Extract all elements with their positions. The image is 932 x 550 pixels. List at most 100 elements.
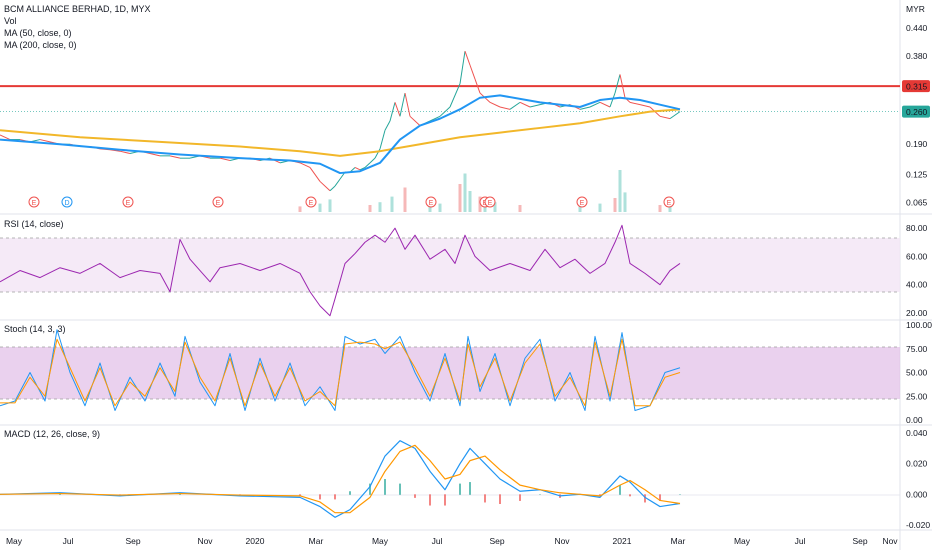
price-segment	[669, 111, 681, 120]
macd-histogram-bar	[629, 494, 631, 497]
event-marker-label: E	[309, 200, 314, 207]
macd-line	[0, 444, 681, 514]
resistance-price-tag	[902, 80, 930, 93]
macd-histogram-bar	[539, 494, 541, 495]
price-segment	[449, 83, 461, 108]
price-segment	[499, 106, 511, 110]
x-tick: 2021	[613, 536, 632, 546]
macd-histogram-bar	[429, 494, 431, 506]
legend-ma50: MA (50, close, 0)	[4, 28, 72, 38]
price-segment	[119, 150, 131, 155]
price-segment	[394, 102, 401, 117]
x-tick: Sep	[489, 536, 504, 546]
event-marker-label: E	[126, 200, 131, 207]
price-segment	[329, 185, 336, 192]
macd-histogram-bar	[444, 494, 446, 506]
price-segment	[219, 157, 231, 161]
event-marker	[61, 196, 73, 208]
stoch-tick: 25.00	[906, 391, 928, 401]
macd-tick: 0.020	[906, 459, 928, 469]
price-segment	[484, 97, 491, 103]
legend-vol: Vol	[4, 16, 17, 26]
stoch-tick: 75.00	[906, 344, 928, 354]
x-tick: May	[6, 536, 23, 546]
volume-bar	[613, 198, 617, 212]
volume-bar	[618, 170, 622, 212]
macd-line	[0, 440, 681, 518]
x-tick: Sep	[125, 536, 140, 546]
rsi-band	[0, 238, 900, 292]
macd-histogram-bar	[384, 479, 386, 495]
volume-bar	[598, 203, 602, 212]
price-segment	[399, 92, 406, 117]
volume-bar	[328, 199, 332, 212]
price-tick: 0.440	[906, 23, 928, 33]
volume-bar	[668, 206, 672, 212]
macd-title: MACD (12, 26, close, 9)	[4, 429, 100, 439]
x-tick: Nov	[554, 536, 570, 546]
price-segment	[404, 92, 411, 117]
macd-histogram-bar	[179, 493, 181, 495]
x-tick: Nov	[197, 536, 213, 546]
price-segment	[469, 64, 476, 80]
last-price-tag	[902, 105, 930, 118]
price-segment	[0, 134, 11, 141]
price-segment	[589, 101, 601, 108]
event-marker	[663, 196, 675, 208]
macd-tick: 0.040	[906, 428, 928, 438]
event-marker-label: E	[667, 200, 672, 207]
rsi-title: RSI (14, close)	[4, 219, 64, 229]
price-segment	[639, 104, 651, 108]
x-tick: Mar	[309, 536, 324, 546]
macd-histogram-bar	[399, 483, 401, 495]
macd-histogram-bar	[679, 494, 681, 495]
volume-bar	[390, 196, 394, 212]
price-segment	[509, 101, 521, 110]
macd-histogram-bar	[349, 491, 351, 495]
price-segment	[149, 153, 161, 157]
macd-histogram-bar	[334, 494, 336, 500]
macd-histogram-bar	[459, 483, 461, 495]
stoch-tick: 100.00	[906, 320, 932, 330]
volume-bar	[658, 205, 662, 212]
stoch-title: Stoch (14, 3, 3)	[4, 324, 66, 334]
price-segment	[309, 167, 321, 182]
ma50-line	[0, 94, 681, 175]
event-marker-label: D	[64, 200, 69, 207]
x-tick: May	[734, 536, 751, 546]
macd-histogram-bar	[644, 494, 646, 503]
price-segment	[39, 139, 51, 143]
x-tick: Sep	[852, 536, 867, 546]
rsi-tick: 20.00	[906, 308, 928, 318]
macd-tick: 0.000	[906, 489, 928, 499]
price-segment	[614, 74, 621, 94]
last-price-label: 0.260	[906, 107, 928, 117]
price-segment	[629, 101, 641, 106]
volume-bar	[578, 206, 582, 212]
price-tick: 0.190	[906, 139, 928, 149]
rsi-tick: 80.00	[906, 223, 928, 233]
rsi-line	[0, 224, 681, 317]
price-segment	[364, 162, 371, 168]
volume-bar	[623, 192, 627, 212]
rsi-tick: 60.00	[906, 251, 928, 261]
price-segment	[384, 120, 391, 131]
macd-histogram-bar	[659, 494, 661, 501]
price-segment	[579, 106, 591, 110]
price-segment	[354, 167, 361, 171]
volume-bar	[493, 202, 497, 212]
price-segment	[369, 157, 376, 164]
volume-bar	[438, 203, 442, 212]
x-tick: May	[372, 536, 389, 546]
volume-bar	[318, 203, 322, 212]
macd-histogram-bar	[369, 483, 371, 495]
legend-ma200: MA (200, close, 0)	[4, 40, 77, 50]
price-segment	[374, 148, 381, 159]
macd-histogram-bar	[619, 485, 621, 495]
event-marker	[305, 196, 317, 208]
rsi-tick: 40.00	[906, 280, 928, 290]
price-tick: 0.065	[906, 197, 928, 207]
volume-bar	[403, 187, 407, 212]
macd-histogram-bar	[319, 494, 321, 500]
